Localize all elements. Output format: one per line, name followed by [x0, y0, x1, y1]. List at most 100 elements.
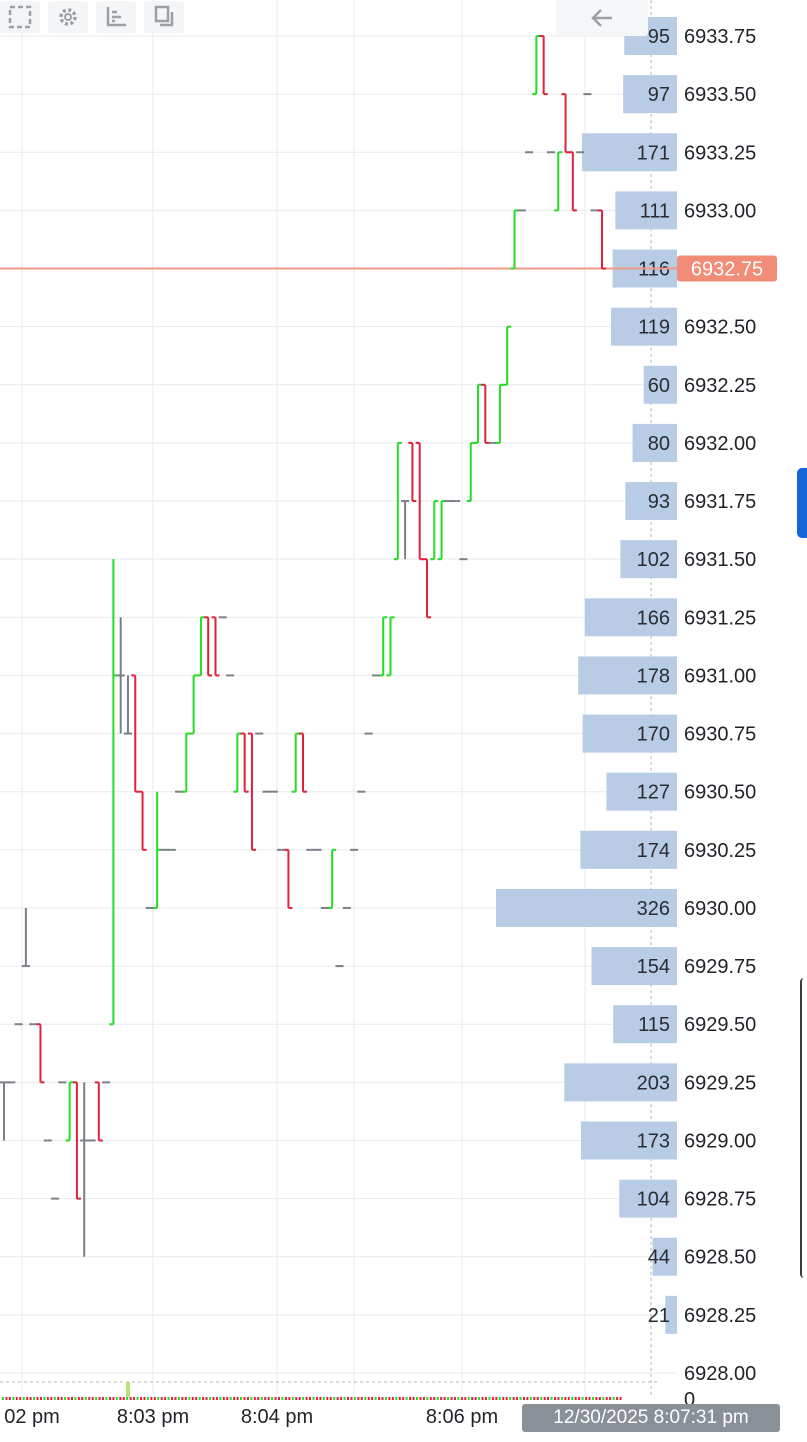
price-tick-label: 6932.00 — [684, 433, 756, 455]
volume-profile-label: 97 — [648, 84, 670, 106]
volume-profile-label: 102 — [637, 549, 670, 571]
volume-profile-bar — [580, 1121, 677, 1160]
time-tick-label: 8:03 pm — [117, 1406, 189, 1428]
volume-strip-tick — [184, 1397, 187, 1400]
price-tick-label: 6930.25 — [684, 840, 756, 862]
volume-strip-tick — [547, 1397, 550, 1400]
volume-strip-tick — [315, 1397, 318, 1400]
ohlc-bar — [247, 732, 256, 851]
volume-strip-tick — [309, 1397, 312, 1400]
volume-profile-bar — [582, 133, 677, 172]
volume-strip-tick — [153, 1397, 156, 1400]
volume-strip-tick — [571, 1397, 574, 1400]
select-region-icon — [8, 5, 32, 29]
ohlc-bars — [0, 35, 606, 1257]
ohlc-bar — [539, 35, 548, 96]
last-price-label: 6932.75 — [691, 259, 763, 281]
vertical-scroll-handle[interactable] — [797, 468, 807, 538]
volume-strip-tick — [50, 1397, 53, 1400]
volume-profile-label: 154 — [637, 956, 670, 978]
volume-strip-tick — [616, 1397, 619, 1400]
volume-strip-tick — [578, 1397, 581, 1400]
ohlc-bar — [598, 209, 606, 270]
time-axis[interactable]: 02 pm 8:03 pm 8:04 pm 8:06 pm — [4, 1406, 498, 1428]
volume-strip-tick — [205, 1397, 208, 1400]
volume-strip-tick — [115, 1397, 118, 1400]
ohlc-bar — [204, 616, 213, 677]
volume-strip-tick — [481, 1397, 484, 1400]
price-tick-label: 6929.75 — [684, 956, 756, 978]
volume-strip-tick — [436, 1397, 439, 1400]
volume-strip-tick — [191, 1397, 194, 1400]
volume-strip-tick — [433, 1397, 436, 1400]
volume-strip-tick — [177, 1397, 180, 1400]
volume-profile-bar — [496, 888, 677, 927]
volume-strip-tick — [95, 1397, 98, 1400]
volume-strip-tick — [336, 1397, 339, 1400]
volume-strip-tick — [209, 1397, 211, 1400]
volume-strip-tick — [39, 1397, 42, 1400]
volume-strip-tick — [516, 1397, 519, 1400]
volume-strip-tick — [164, 1397, 167, 1400]
volume-strip-tick — [536, 1397, 539, 1400]
volume-profile-label: 104 — [637, 1189, 670, 1211]
volume-strip-tick — [181, 1397, 184, 1400]
volume-strip-tick — [378, 1397, 381, 1400]
ohlc-bar — [386, 616, 395, 677]
volume-strip-tick — [560, 1397, 563, 1400]
volume-profile-bar — [591, 947, 677, 986]
volume-profile-label: 115 — [638, 1014, 670, 1036]
volume-strip-tick — [278, 1397, 280, 1400]
volume-strip-tick — [388, 1397, 391, 1400]
ohlc-bar — [561, 93, 570, 154]
volume-strip-tick — [398, 1397, 401, 1400]
volume-strip-tick — [119, 1397, 122, 1400]
volume-strip-tick — [167, 1397, 170, 1400]
price-tick-label: 6933.75 — [684, 26, 756, 48]
ohlc-bar — [196, 616, 205, 677]
volume-strip-tick — [519, 1397, 522, 1400]
volume-strip-tick — [357, 1397, 360, 1400]
volume-strip-tick — [526, 1397, 529, 1400]
volume-profile-label: 166 — [637, 607, 670, 629]
volume-profile-label: 174 — [637, 840, 670, 862]
volume-strip-tick — [274, 1397, 277, 1400]
volume-strip-tick — [422, 1397, 425, 1400]
volume-strip-tick — [160, 1397, 163, 1400]
volume-profile-bar — [613, 1005, 677, 1044]
axis-button[interactable] — [96, 1, 136, 33]
volume-strip-tick — [491, 1397, 494, 1400]
ohlc-bar — [495, 383, 504, 444]
volume-strip-tick — [284, 1397, 287, 1400]
crosshair-time-label: 12/30/2025 8:07:31 pm — [522, 1404, 780, 1432]
settings-button[interactable] — [48, 1, 88, 33]
volume-strip-tick — [447, 1397, 450, 1400]
volume-strip-tick — [198, 1397, 201, 1400]
volume-strip-tick — [29, 1397, 32, 1400]
ohlc-bar — [466, 441, 475, 503]
chart-toolbar — [0, 0, 200, 34]
volume-strip-tick — [381, 1397, 384, 1400]
ohlc-bar — [568, 151, 577, 212]
back-button[interactable] — [556, 0, 648, 36]
volume-strip-tick — [540, 1397, 543, 1400]
price-tick-label: 6932.50 — [684, 317, 756, 339]
volume-strip-tick — [498, 1397, 501, 1400]
volume-strip-tick — [229, 1397, 232, 1400]
price-tick-label: 6931.00 — [684, 665, 756, 687]
volume-profile-bar — [619, 1179, 677, 1218]
volume-strip-tick — [243, 1397, 246, 1400]
layout-button[interactable] — [144, 1, 184, 33]
volume-strip-tick — [281, 1397, 284, 1400]
volume-strip-tick — [295, 1397, 298, 1400]
select-region-button[interactable] — [0, 1, 40, 33]
volume-strip-tick — [105, 1397, 108, 1400]
volume-profile-bar — [615, 191, 677, 230]
volume-strip-tick — [529, 1397, 532, 1400]
ohlc-bar — [481, 383, 490, 444]
volume-strip-tick — [591, 1397, 594, 1400]
ohlc-bar — [328, 848, 337, 909]
price-axis[interactable]: 6933.75 6933.50 6933.25 6933.00 6932.50 6932.… — [2, 26, 777, 1411]
side-panel-handle[interactable] — [800, 978, 807, 1278]
